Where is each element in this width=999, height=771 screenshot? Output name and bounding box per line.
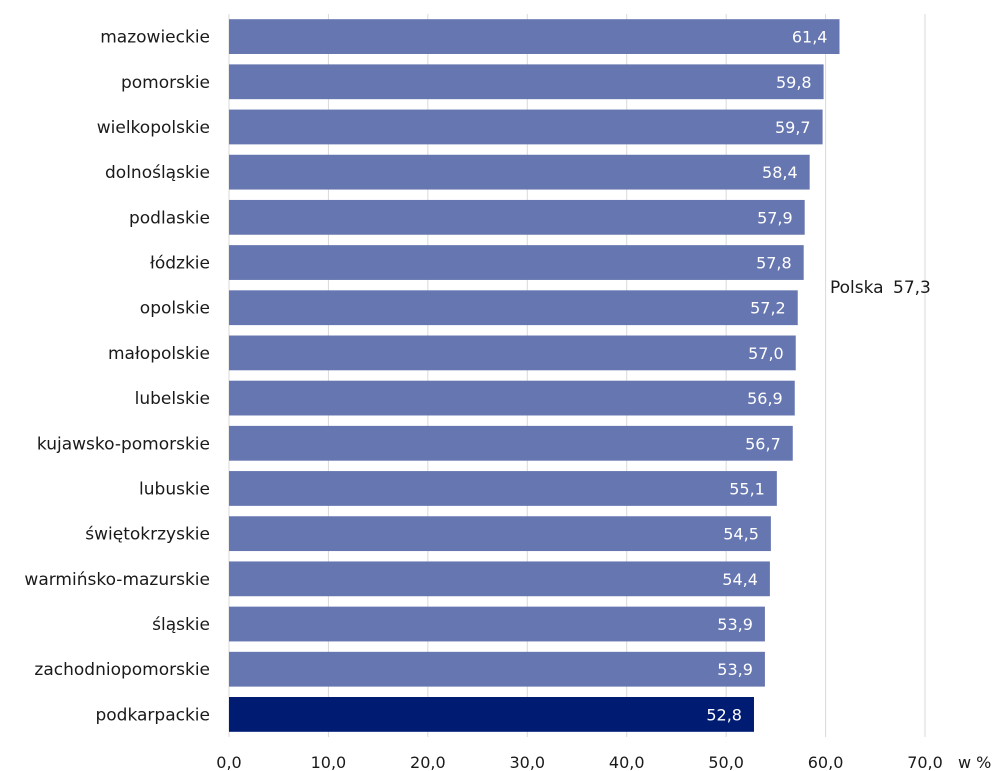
value-label: 53,9 [717,615,753,634]
bar [229,425,793,461]
x-tick-label: 70,0 [907,753,943,771]
category-label: dolnośląskie [105,163,210,183]
value-label: 57,0 [748,344,784,363]
category-label: małopolskie [108,344,210,364]
x-tick-label: 0,0 [216,753,241,771]
bar [229,335,796,371]
category-label: łódzkie [150,254,210,274]
bar [229,561,770,597]
value-label: 54,4 [722,570,758,589]
bar [229,199,805,235]
bar [229,697,754,732]
category-label: lubuskie [139,479,210,499]
value-label: 52,8 [706,705,742,724]
value-label: 55,1 [729,479,765,498]
bar [229,109,823,145]
bar-layer [229,19,840,732]
value-label: 54,5 [723,525,759,544]
category-label: podkarpackie [95,705,210,725]
x-axis-unit-label: w % [958,753,991,771]
value-label: 57,8 [756,254,792,273]
x-tick-label: 30,0 [509,753,545,771]
value-label: 58,4 [762,163,798,182]
bar [229,245,804,280]
bar [229,651,765,687]
category-label: pomorskie [121,73,210,93]
category-label: świętokrzyskie [85,525,210,545]
reference-name-label: Polska [830,278,884,298]
value-label: 59,7 [775,118,811,137]
category-label: śląskie [152,615,210,635]
bar [229,380,795,416]
x-tick-label: 60,0 [808,753,844,771]
category-label: warmińsko-mazurskie [24,570,210,590]
value-label: 61,4 [792,28,828,47]
value-label: 56,7 [745,434,781,453]
tick-layer: 0,0 10,0 20,0 30,0 40,0 50,0 60,0 70,0 [216,753,943,771]
label-layer: mazowieckie 61,4 pomorskie 59,8 wielkopolski… [24,28,827,726]
x-tick-label: 20,0 [410,753,446,771]
category-label: kujawsko-pomorskie [37,434,210,454]
category-label: opolskie [140,299,210,319]
bar [229,290,798,326]
value-label: 59,8 [776,73,812,92]
value-label: 53,9 [717,660,753,679]
x-tick-label: 10,0 [311,753,347,771]
bar [229,19,840,54]
bar [229,606,765,642]
category-label: lubelskie [135,389,210,409]
bar [229,516,771,552]
category-label: mazowieckie [100,28,210,48]
category-label: podlaskie [129,208,210,228]
reference-label-group: Polska 57,3 [830,278,931,298]
x-tick-label: 40,0 [609,753,645,771]
bar [229,471,777,506]
bar [229,64,824,100]
value-label: 57,2 [750,299,786,318]
x-tick-label: 50,0 [708,753,744,771]
value-label: 56,9 [747,389,783,408]
value-label: 57,9 [757,208,793,227]
category-label: zachodniopomorskie [34,660,210,680]
reference-value-label: 57,3 [893,278,931,298]
category-label: wielkopolskie [97,118,210,138]
bar [229,154,810,190]
